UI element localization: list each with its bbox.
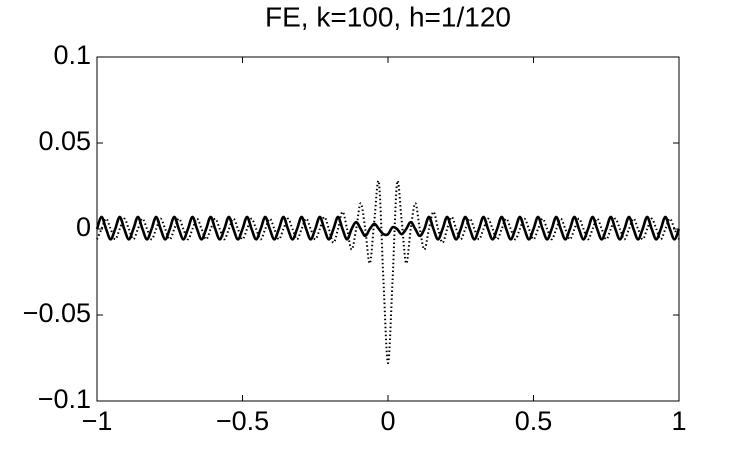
series-line [95,215,681,241]
x-tick-label: 1 [671,406,686,436]
y-tick-label: −0.05 [23,298,91,328]
y-tick-label: −0.1 [38,384,91,414]
x-tick-label: −1 [82,406,113,436]
y-tick-label: 0 [76,212,91,242]
x-tick-label: 0 [380,406,395,436]
y-tick-label: 0.1 [53,40,91,70]
y-tick-label: 0.05 [38,126,91,156]
x-tick-label: 0.5 [515,406,553,436]
x-tick-label: −0.5 [216,406,269,436]
chart-title: FE, k=100, h=1/120 [265,1,511,32]
